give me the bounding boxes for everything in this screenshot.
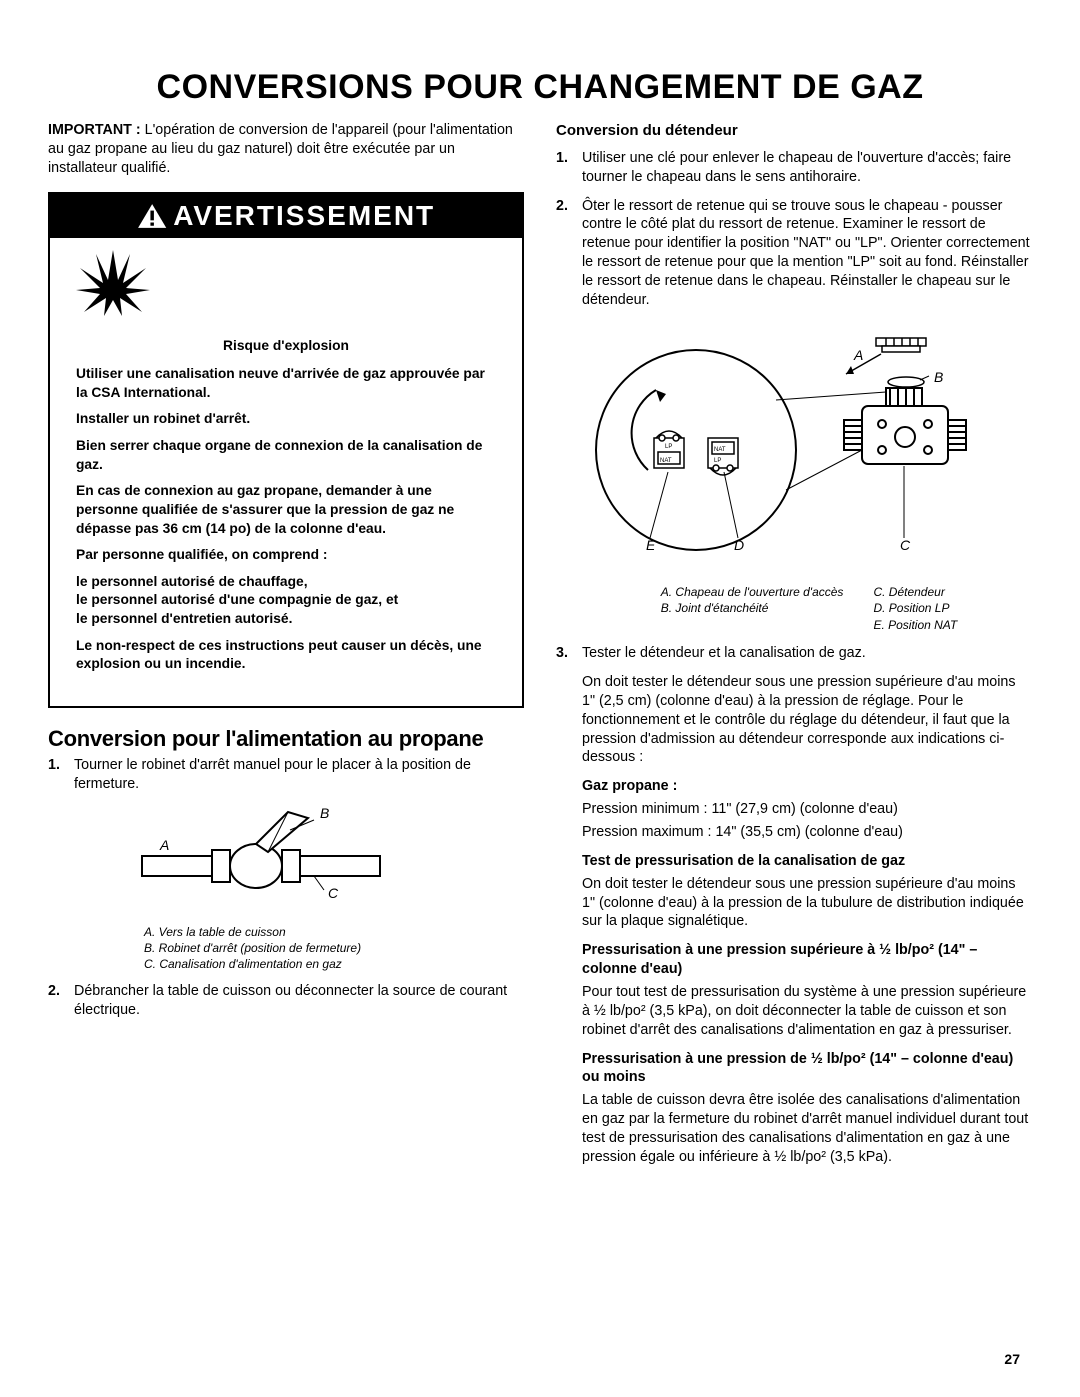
body-text: Pour tout test de pressurisation du syst… [582,983,1032,1040]
svg-text:C: C [900,537,911,553]
body-text: On doit tester le détendeur sous une pre… [582,673,1032,767]
warning-title: AVERTISSEMENT [173,200,435,232]
body-text: Pression minimum : 11" (27,9 cm) (colonn… [582,800,1032,819]
warning-header: AVERTISSEMENT [50,194,522,238]
warning-line: Le non-respect de ces instructions peut … [76,637,496,674]
step-item: Utiliser une clé pour enlever le chapeau… [556,149,1032,187]
legend-col-right: C. Détendeur D. Position LP E. Position … [873,584,957,634]
warning-line: Par personne qualifiée, on comprend : [76,546,496,565]
figure-1: A B C A. Vers la table de cuisson B. Rob… [48,804,524,973]
warning-body: Risque d'explosion Utiliser une canalisa… [50,325,522,706]
svg-text:D: D [734,537,744,553]
post-step3-block: On doit tester le détendeur sous une pre… [556,673,1032,1167]
press-sup-head: Pressurisation à une pression supérieure… [582,941,1032,979]
right-column: Conversion du détendeur Utiliser une clé… [556,121,1032,1177]
figure-2-legend: A. Chapeau de l'ouverture d'accès B. Joi… [586,584,1032,634]
warning-risk: Risque d'explosion [76,337,496,356]
svg-text:E: E [646,537,656,553]
legend-line: B. Robinet d'arrêt (position de fermetur… [144,940,524,956]
svg-text:LP: LP [714,458,721,464]
legend-col-left: A. Chapeau de l'ouverture d'accès B. Joi… [661,584,844,634]
valve-diagram: A B C [138,804,398,924]
page: CONVERSIONS POUR CHANGEMENT DE GAZ IMPOR… [0,0,1080,1397]
regulator-heading: Conversion du détendeur [556,121,1032,141]
label-b: B [320,805,329,821]
important-paragraph: IMPORTANT : L'opération de conversion de… [48,121,524,178]
regulator-diagram: NAT LP LP NAT [586,320,986,580]
explosion-icon [76,250,150,316]
step-item: Tourner le robinet d'arrêt manuel pour l… [48,756,524,794]
right-steps-3: Tester le détendeur et la canalisation d… [556,644,1032,663]
left-steps-cont: Débrancher la table de cuisson ou déconn… [48,982,524,1020]
figure-2: NAT LP LP NAT [556,320,1032,634]
left-steps: Tourner le robinet d'arrêt manuel pour l… [48,756,524,794]
step-item: Ôter le ressort de retenue qui se trouve… [556,197,1032,310]
propane-subtitle: Conversion pour l'alimentation au propan… [48,726,524,752]
warning-box: AVERTISSEMENT Risque d'explosion Utilise… [48,192,524,708]
body-text: Pression maximum : 14" (35,5 cm) (colonn… [582,823,1032,842]
test-head: Test de pressurisation de la canalisatio… [582,852,1032,871]
warning-line: Bien serrer chaque organe de connexion d… [76,437,496,474]
left-column: IMPORTANT : L'opération de conversion de… [48,121,524,1177]
page-number: 27 [1004,1351,1020,1367]
body-text: On doit tester le détendeur sous une pre… [582,875,1032,932]
gaz-propane-head: Gaz propane : [582,777,1032,796]
legend-line: A. Chapeau de l'ouverture d'accès [661,584,844,601]
explosion-icon-area [50,238,522,325]
label-nat: NAT [660,458,672,464]
right-steps: Utiliser une clé pour enlever le chapeau… [556,149,1032,310]
warning-line: Installer un robinet d'arrêt. [76,410,496,429]
warning-line: Utiliser une canalisation neuve d'arrivé… [76,365,496,402]
page-title: CONVERSIONS POUR CHANGEMENT DE GAZ [48,68,1032,107]
figure-1-legend: A. Vers la table de cuisson B. Robinet d… [138,924,524,973]
two-column-layout: IMPORTANT : L'opération de conversion de… [48,121,1032,1177]
body-text: La table de cuisson devra être isolée de… [582,1091,1032,1166]
press-inf-head: Pressurisation à une pression de ½ lb/po… [582,1050,1032,1088]
step-item: Tester le détendeur et la canalisation d… [556,644,1032,663]
svg-text:NAT: NAT [714,447,726,453]
important-label: IMPORTANT : [48,122,141,138]
legend-line: C. Canalisation d'alimentation en gaz [144,956,524,972]
step-item: Débrancher la table de cuisson ou déconn… [48,982,524,1020]
svg-text:B: B [934,369,943,385]
legend-line: B. Joint d'étanchéité [661,600,844,617]
legend-line: E. Position NAT [873,617,957,634]
label-a: A [159,837,169,853]
alert-triangle-icon [137,203,167,229]
legend-line: D. Position LP [873,600,957,617]
warning-line: le personnel autorisé de chauffage, le p… [76,573,496,629]
legend-line: C. Détendeur [873,584,957,601]
label-c: C [328,885,339,901]
svg-text:A: A [853,347,863,363]
legend-line: A. Vers la table de cuisson [144,924,524,940]
label-lp-small: LP [665,444,672,450]
warning-line: En cas de connexion au gaz propane, dema… [76,482,496,538]
